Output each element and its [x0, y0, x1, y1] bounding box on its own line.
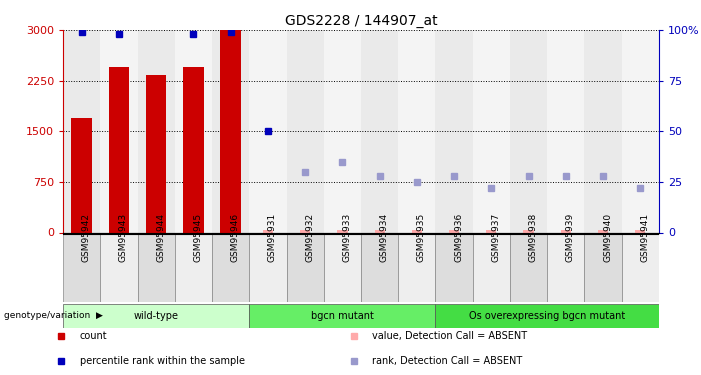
Bar: [137, 30, 175, 232]
Bar: [220, 30, 241, 232]
Text: GSM95944: GSM95944: [156, 213, 165, 262]
Bar: [250, 304, 435, 328]
Bar: [398, 234, 435, 302]
Bar: [63, 234, 100, 302]
Text: bgcn mutant: bgcn mutant: [311, 311, 374, 321]
Text: GSM95941: GSM95941: [640, 213, 649, 262]
Text: value, Detection Call = ABSENT: value, Detection Call = ABSENT: [372, 331, 527, 341]
Bar: [300, 231, 311, 232]
Bar: [435, 304, 659, 328]
Bar: [398, 30, 435, 232]
Bar: [183, 67, 204, 232]
Text: GSM95933: GSM95933: [342, 213, 351, 262]
Bar: [510, 30, 547, 232]
Bar: [635, 231, 646, 232]
Bar: [212, 30, 250, 232]
Bar: [109, 67, 129, 232]
Text: GSM95937: GSM95937: [491, 213, 501, 262]
Bar: [622, 30, 659, 232]
Bar: [100, 30, 137, 232]
Text: GSM95946: GSM95946: [231, 213, 240, 262]
Text: wild-type: wild-type: [134, 311, 179, 321]
Bar: [72, 118, 92, 232]
Bar: [435, 234, 472, 302]
Bar: [561, 231, 571, 232]
Bar: [250, 234, 287, 302]
Text: GSM95938: GSM95938: [529, 213, 538, 262]
Bar: [486, 231, 496, 232]
Bar: [598, 231, 608, 232]
Text: genotype/variation  ▶: genotype/variation ▶: [4, 311, 102, 320]
Bar: [324, 30, 361, 232]
Text: percentile rank within the sample: percentile rank within the sample: [79, 356, 245, 366]
Bar: [585, 234, 622, 302]
Bar: [547, 234, 585, 302]
Text: Os overexpressing bgcn mutant: Os overexpressing bgcn mutant: [469, 311, 625, 321]
Bar: [63, 304, 250, 328]
Bar: [287, 30, 324, 232]
Bar: [146, 75, 166, 232]
Text: GSM95932: GSM95932: [305, 213, 314, 262]
Bar: [547, 30, 585, 232]
Bar: [63, 30, 100, 232]
Bar: [374, 231, 385, 232]
Bar: [100, 234, 137, 302]
Bar: [449, 231, 459, 232]
Bar: [361, 234, 398, 302]
Bar: [585, 30, 622, 232]
Text: GSM95940: GSM95940: [603, 213, 612, 262]
Text: GSM95939: GSM95939: [566, 213, 575, 262]
Text: GSM95935: GSM95935: [417, 213, 426, 262]
Bar: [175, 234, 212, 302]
Text: GSM95945: GSM95945: [193, 213, 203, 262]
Title: GDS2228 / 144907_at: GDS2228 / 144907_at: [285, 13, 437, 28]
Bar: [137, 234, 175, 302]
Bar: [175, 30, 212, 232]
Text: count: count: [79, 331, 107, 341]
Bar: [411, 231, 422, 232]
Text: GSM95936: GSM95936: [454, 213, 463, 262]
Bar: [337, 231, 348, 232]
Bar: [324, 234, 361, 302]
Bar: [212, 234, 250, 302]
Bar: [287, 234, 324, 302]
Text: GSM95934: GSM95934: [380, 213, 388, 262]
Bar: [524, 231, 533, 232]
Bar: [622, 234, 659, 302]
Bar: [263, 231, 273, 232]
Text: GSM95931: GSM95931: [268, 213, 277, 262]
Bar: [510, 234, 547, 302]
Bar: [435, 30, 472, 232]
Text: rank, Detection Call = ABSENT: rank, Detection Call = ABSENT: [372, 356, 522, 366]
Bar: [472, 30, 510, 232]
Bar: [472, 234, 510, 302]
Text: GSM95942: GSM95942: [82, 213, 90, 262]
Bar: [361, 30, 398, 232]
Bar: [250, 30, 287, 232]
Text: GSM95943: GSM95943: [119, 213, 128, 262]
